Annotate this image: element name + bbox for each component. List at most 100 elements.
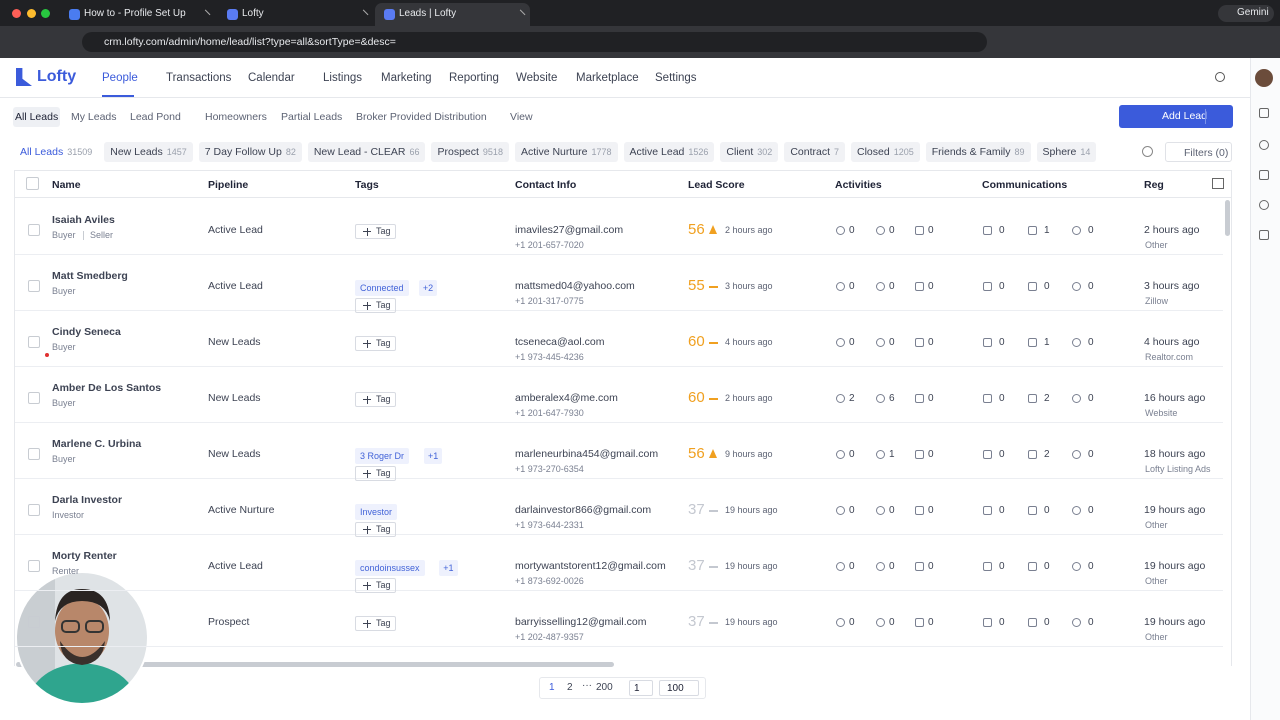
email[interactable]: darlainvestor866@gmail.com <box>515 504 652 516</box>
add-tag-button[interactable]: Tag <box>355 616 396 631</box>
tag-chip[interactable]: Investor <box>355 504 398 520</box>
pipeline[interactable]: Active Lead <box>208 280 263 292</box>
segment-chip[interactable]: Active Nurture 1778 <box>514 142 618 162</box>
email[interactable]: marleneurbina454@gmail.com <box>515 448 659 460</box>
tag-more[interactable]: +1 <box>424 448 443 464</box>
browser-tab[interactable]: Leads | Lofty <box>375 3 530 26</box>
communication-count[interactable]: 0 <box>1044 281 1050 292</box>
segment-chip[interactable]: Prospect 9518 <box>431 142 509 162</box>
segment-chip[interactable]: 7 Day Follow Up 82 <box>198 142 302 162</box>
segment-chip[interactable]: Friends & Family 89 <box>925 142 1031 162</box>
communication-count[interactable]: 0 <box>1088 337 1094 348</box>
segment-chip[interactable]: Active Lead 1526 <box>623 142 715 162</box>
phone[interactable]: +1 973-644-2331 <box>515 520 584 530</box>
row-checkbox[interactable] <box>28 336 40 348</box>
tab-close[interactable] <box>358 9 369 20</box>
segment-chip[interactable]: Contract 7 <box>784 142 846 162</box>
activity-count[interactable]: 0 <box>889 337 895 348</box>
communication-count[interactable]: 0 <box>999 561 1005 572</box>
pipeline[interactable]: New Leads <box>208 448 261 460</box>
segment-chip[interactable]: Client 302 <box>720 142 779 162</box>
nav-item[interactable]: Website <box>516 72 558 84</box>
add-lead-button[interactable]: Add Lead <box>1119 105 1233 128</box>
tag-chip[interactable]: condoinsussex <box>355 560 425 576</box>
activity-count[interactable]: 1 <box>889 449 895 460</box>
column-header[interactable]: Lead Score <box>688 179 745 191</box>
activity-count[interactable]: 0 <box>889 505 895 516</box>
segment-chip[interactable]: New Lead - CLEAR 66 <box>307 142 426 162</box>
lead-name[interactable]: Morty Renter <box>52 550 117 562</box>
communication-count[interactable]: 0 <box>1044 561 1050 572</box>
activity-count[interactable]: 2 <box>849 393 855 404</box>
filters-button[interactable]: Filters (0) <box>1165 142 1232 162</box>
brand[interactable]: Lofty <box>37 68 77 85</box>
activity-count[interactable]: 0 <box>889 225 895 236</box>
nav-item[interactable]: Marketing <box>381 72 432 84</box>
activity-count[interactable]: 0 <box>849 617 855 628</box>
communication-count[interactable]: 0 <box>1088 393 1094 404</box>
communication-count[interactable]: 2 <box>1044 449 1050 460</box>
activity-count[interactable]: 0 <box>928 281 934 292</box>
communication-count[interactable]: 0 <box>1088 449 1094 460</box>
subnav-item[interactable]: Broker Provided Distribution <box>356 111 487 123</box>
view-button[interactable]: View <box>510 111 533 123</box>
communication-count[interactable]: 0 <box>999 281 1005 292</box>
communication-count[interactable]: 1 <box>1044 225 1050 236</box>
v-scrollbar[interactable] <box>1225 200 1230 236</box>
communication-count[interactable]: 0 <box>1044 617 1050 628</box>
tag-more[interactable]: +1 <box>439 560 458 576</box>
row-checkbox[interactable] <box>28 504 40 516</box>
settings-icon[interactable] <box>1142 146 1153 157</box>
communication-count[interactable]: 0 <box>999 617 1005 628</box>
add-tag-button[interactable]: Tag <box>355 466 396 481</box>
add-tag-button[interactable]: Tag <box>355 336 396 351</box>
column-header[interactable]: Contact Info <box>515 179 577 191</box>
email[interactable]: imaviles27@gmail.com <box>515 224 624 236</box>
side-icon[interactable] <box>1259 170 1269 180</box>
phone[interactable]: +1 202-487-9357 <box>515 632 584 642</box>
segment-chip[interactable]: New Leads 1457 <box>104 142 193 162</box>
row-checkbox[interactable] <box>28 224 40 236</box>
tab-close[interactable] <box>200 9 211 20</box>
close-dot[interactable] <box>12 9 21 18</box>
row-checkbox[interactable] <box>28 616 40 628</box>
communication-count[interactable]: 0 <box>999 225 1005 236</box>
nav-item[interactable]: Listings <box>323 72 362 84</box>
search-icon[interactable] <box>1215 72 1225 82</box>
subnav-item[interactable]: Lead Pond <box>130 111 181 123</box>
activity-count[interactable]: 0 <box>928 505 934 516</box>
tag-chip[interactable]: 3 Roger Dr <box>355 448 410 464</box>
activity-count[interactable]: 0 <box>889 617 895 628</box>
communication-count[interactable]: 0 <box>1088 505 1094 516</box>
subnav-item[interactable]: My Leads <box>71 111 117 123</box>
communication-count[interactable]: 1 <box>1044 337 1050 348</box>
column-header[interactable]: Activities <box>835 179 882 191</box>
gemini-button[interactable]: Gemini <box>1218 5 1274 22</box>
page-size-select[interactable]: 100 <box>659 680 699 696</box>
phone[interactable]: +1 201-317-0775 <box>515 296 584 306</box>
side-icon[interactable] <box>1259 230 1269 240</box>
row-checkbox[interactable] <box>28 560 40 572</box>
avatar[interactable] <box>1255 69 1273 87</box>
activity-count[interactable]: 0 <box>928 617 934 628</box>
subnav-item[interactable]: Homeowners <box>205 111 267 123</box>
column-settings[interactable] <box>1212 178 1224 189</box>
communication-count[interactable]: 0 <box>999 449 1005 460</box>
column-header[interactable]: Reg <box>1144 179 1164 191</box>
segment-chip[interactable]: All Leads 31509 <box>14 142 99 162</box>
email[interactable]: tcseneca@aol.com <box>515 336 605 348</box>
activity-count[interactable]: 0 <box>849 337 855 348</box>
nav-item[interactable]: Calendar <box>248 72 295 84</box>
communication-count[interactable]: 0 <box>1088 225 1094 236</box>
activity-count[interactable]: 0 <box>849 505 855 516</box>
add-tag-button[interactable]: Tag <box>355 224 396 239</box>
communication-count[interactable]: 0 <box>1088 281 1094 292</box>
nav-item[interactable]: Marketplace <box>576 72 639 84</box>
column-header[interactable]: Pipeline <box>208 179 249 191</box>
email[interactable]: mattsmed04@yahoo.com <box>515 280 635 292</box>
lead-name[interactable]: Matt Smedberg <box>52 270 128 282</box>
tag-chip[interactable]: Connected <box>355 280 409 296</box>
tag-more[interactable]: +2 <box>418 280 438 296</box>
add-tag-button[interactable]: Tag <box>355 578 396 593</box>
activity-count[interactable]: 0 <box>928 393 934 404</box>
